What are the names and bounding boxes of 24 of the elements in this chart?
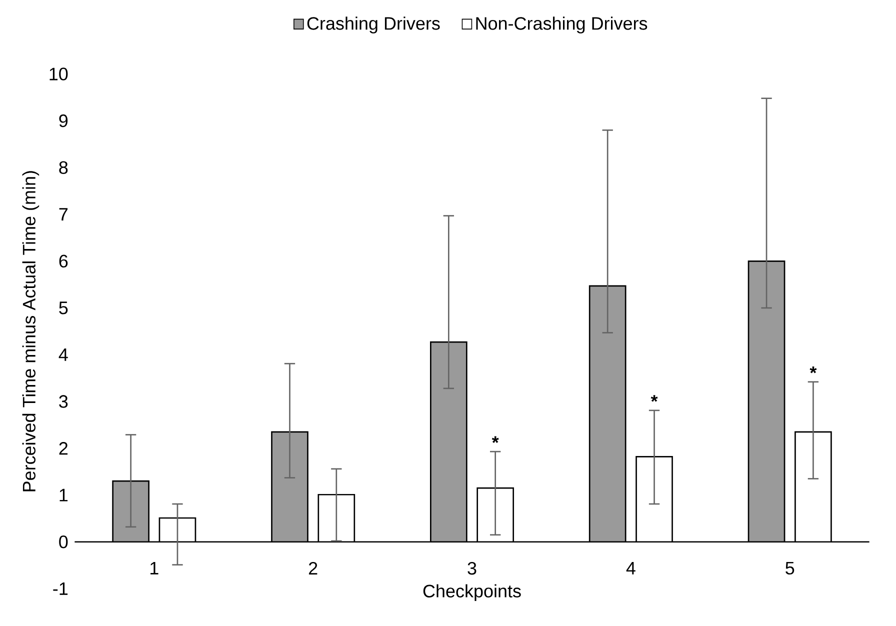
annotation: * <box>650 395 658 402</box>
x-tick-label: 3 <box>468 562 476 575</box>
annotation: * <box>492 436 499 443</box>
legend-label: Non-Crashing Drivers <box>476 16 648 34</box>
x-tick-label: 1 <box>150 562 158 574</box>
y-tick-label: 3 <box>59 395 68 408</box>
x-tick-label: 5 <box>786 562 794 575</box>
y-tick-label: 2 <box>59 442 68 455</box>
y-tick-label: 0 <box>59 536 68 548</box>
legend-label: Crashing Drivers <box>307 16 440 34</box>
annotation: * <box>810 366 817 374</box>
y-tick-label: 10 <box>50 68 68 80</box>
y-axis-title: Perceived Time minus Actual Time (min) <box>22 171 40 492</box>
x-axis-title: Checkpoints <box>423 584 521 602</box>
x-tick-label: 4 <box>626 562 636 574</box>
y-tick-label: 7 <box>59 208 68 221</box>
x-tick-label: 2 <box>308 562 318 575</box>
y-tick-label: 6 <box>59 254 68 268</box>
y-tick-label: 4 <box>58 348 68 361</box>
y-tick-label: 1 <box>60 488 68 502</box>
y-tick-label: -1 <box>53 582 68 595</box>
y-tick-label: 8 <box>59 161 68 174</box>
y-tick-label: 9 <box>59 114 68 128</box>
y-tick-label: 5 <box>59 302 68 314</box>
